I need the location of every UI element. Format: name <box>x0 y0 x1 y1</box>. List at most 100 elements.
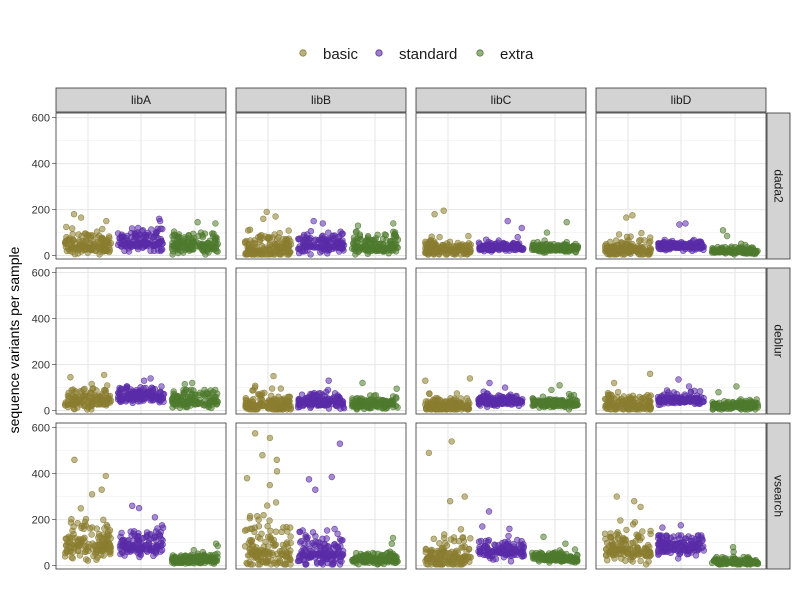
data-point-basic <box>465 546 473 553</box>
data-point-standard <box>675 376 682 383</box>
data-point-extra <box>720 405 728 412</box>
data-point-extra <box>723 232 731 240</box>
data-point-standard <box>682 220 689 227</box>
data-point-standard <box>304 247 311 254</box>
data-point-standard <box>495 242 502 249</box>
data-point-standard <box>122 242 129 250</box>
data-point-basic <box>623 214 630 221</box>
data-point-standard <box>671 399 679 407</box>
data-point-basic <box>260 543 267 550</box>
data-point-basic <box>70 211 78 218</box>
data-point-extra <box>529 552 536 559</box>
data-point-basic <box>251 384 259 391</box>
data-point-extra <box>174 392 181 400</box>
data-point-standard <box>692 245 700 252</box>
panel-border <box>235 112 407 260</box>
data-point-basic <box>260 215 267 223</box>
data-point-basic <box>436 233 443 241</box>
data-point-extra <box>196 558 203 566</box>
data-point-standard <box>135 530 142 537</box>
data-point-extra <box>189 379 196 387</box>
data-point-standard <box>337 543 344 550</box>
data-point-basic <box>466 375 474 382</box>
data-point-standard <box>324 559 331 567</box>
data-point-extra <box>184 393 192 401</box>
data-point-standard <box>499 539 506 547</box>
data-point-basic <box>604 398 611 405</box>
data-point-basic <box>98 486 105 493</box>
data-point-standard <box>514 233 521 241</box>
data-point-basic <box>423 560 430 568</box>
data-point-basic <box>273 456 280 463</box>
data-point-extra <box>353 398 360 405</box>
data-point-standard <box>503 398 510 406</box>
data-point-basic <box>68 225 76 232</box>
data-point-extra <box>380 404 387 412</box>
data-point-basic <box>251 241 259 248</box>
data-point-basic <box>436 540 443 547</box>
data-point-basic <box>62 243 70 251</box>
data-point-basic <box>617 405 624 412</box>
y-tick-label: 0 <box>44 406 50 418</box>
data-point-basic <box>612 237 620 244</box>
data-point-basic <box>268 557 275 564</box>
data-point-basic <box>446 498 454 505</box>
data-point-standard <box>676 221 683 228</box>
data-point-basic <box>272 499 280 506</box>
data-point-standard <box>514 536 521 544</box>
data-point-basic <box>617 517 624 524</box>
data-point-standard <box>135 504 143 512</box>
data-point-basic <box>62 223 70 231</box>
data-point-extra <box>535 398 543 406</box>
data-point-extra <box>354 222 362 229</box>
data-point-extra <box>725 248 732 256</box>
data-point-basic <box>625 400 633 407</box>
data-point-standard <box>336 440 344 447</box>
data-point-extra <box>355 560 362 568</box>
strip-col-bg <box>55 87 227 113</box>
data-point-standard <box>479 523 486 530</box>
data-point-basic <box>623 233 631 241</box>
data-point-basic <box>258 530 265 537</box>
data-point-standard <box>153 547 160 554</box>
data-point-standard <box>331 390 339 397</box>
data-point-basic <box>450 553 457 560</box>
data-point-basic <box>280 561 288 568</box>
data-point-extra <box>715 389 722 396</box>
panel-dada2-libA <box>55 112 227 260</box>
data-point-basic <box>647 392 654 399</box>
data-point-standard <box>669 237 676 245</box>
data-point-basic <box>435 403 442 410</box>
data-point-basic <box>243 250 251 257</box>
data-point-standard <box>478 245 485 253</box>
data-point-extra <box>383 237 390 244</box>
data-point-extra <box>185 399 192 406</box>
data-point-basic <box>274 550 281 557</box>
data-point-extra <box>718 244 726 251</box>
data-point-standard <box>294 557 302 565</box>
data-point-basic <box>273 396 280 403</box>
data-point-extra <box>361 559 369 566</box>
legend-item-extra: extra <box>476 46 534 63</box>
data-point-standard <box>654 393 662 401</box>
data-point-basic <box>100 516 107 523</box>
data-point-extra <box>186 246 194 253</box>
y-tick-label: 200 <box>32 360 50 372</box>
data-point-basic <box>444 405 452 413</box>
data-point-basic <box>246 226 254 233</box>
data-point-standard <box>501 549 509 556</box>
data-point-standard <box>332 555 340 562</box>
strip-row-deblur: deblur <box>766 267 791 415</box>
data-point-extra <box>384 399 392 407</box>
data-point-standard <box>325 377 332 384</box>
y-tick-label: 200 <box>32 205 50 217</box>
data-point-extra <box>353 549 360 557</box>
data-point-extra <box>175 231 183 238</box>
data-point-standard <box>152 391 160 399</box>
data-point-standard <box>150 552 157 559</box>
strip-col-bg <box>415 87 587 113</box>
data-point-standard <box>147 375 154 382</box>
data-point-standard <box>685 383 693 390</box>
data-point-extra <box>550 556 558 563</box>
data-point-extra <box>754 247 761 255</box>
